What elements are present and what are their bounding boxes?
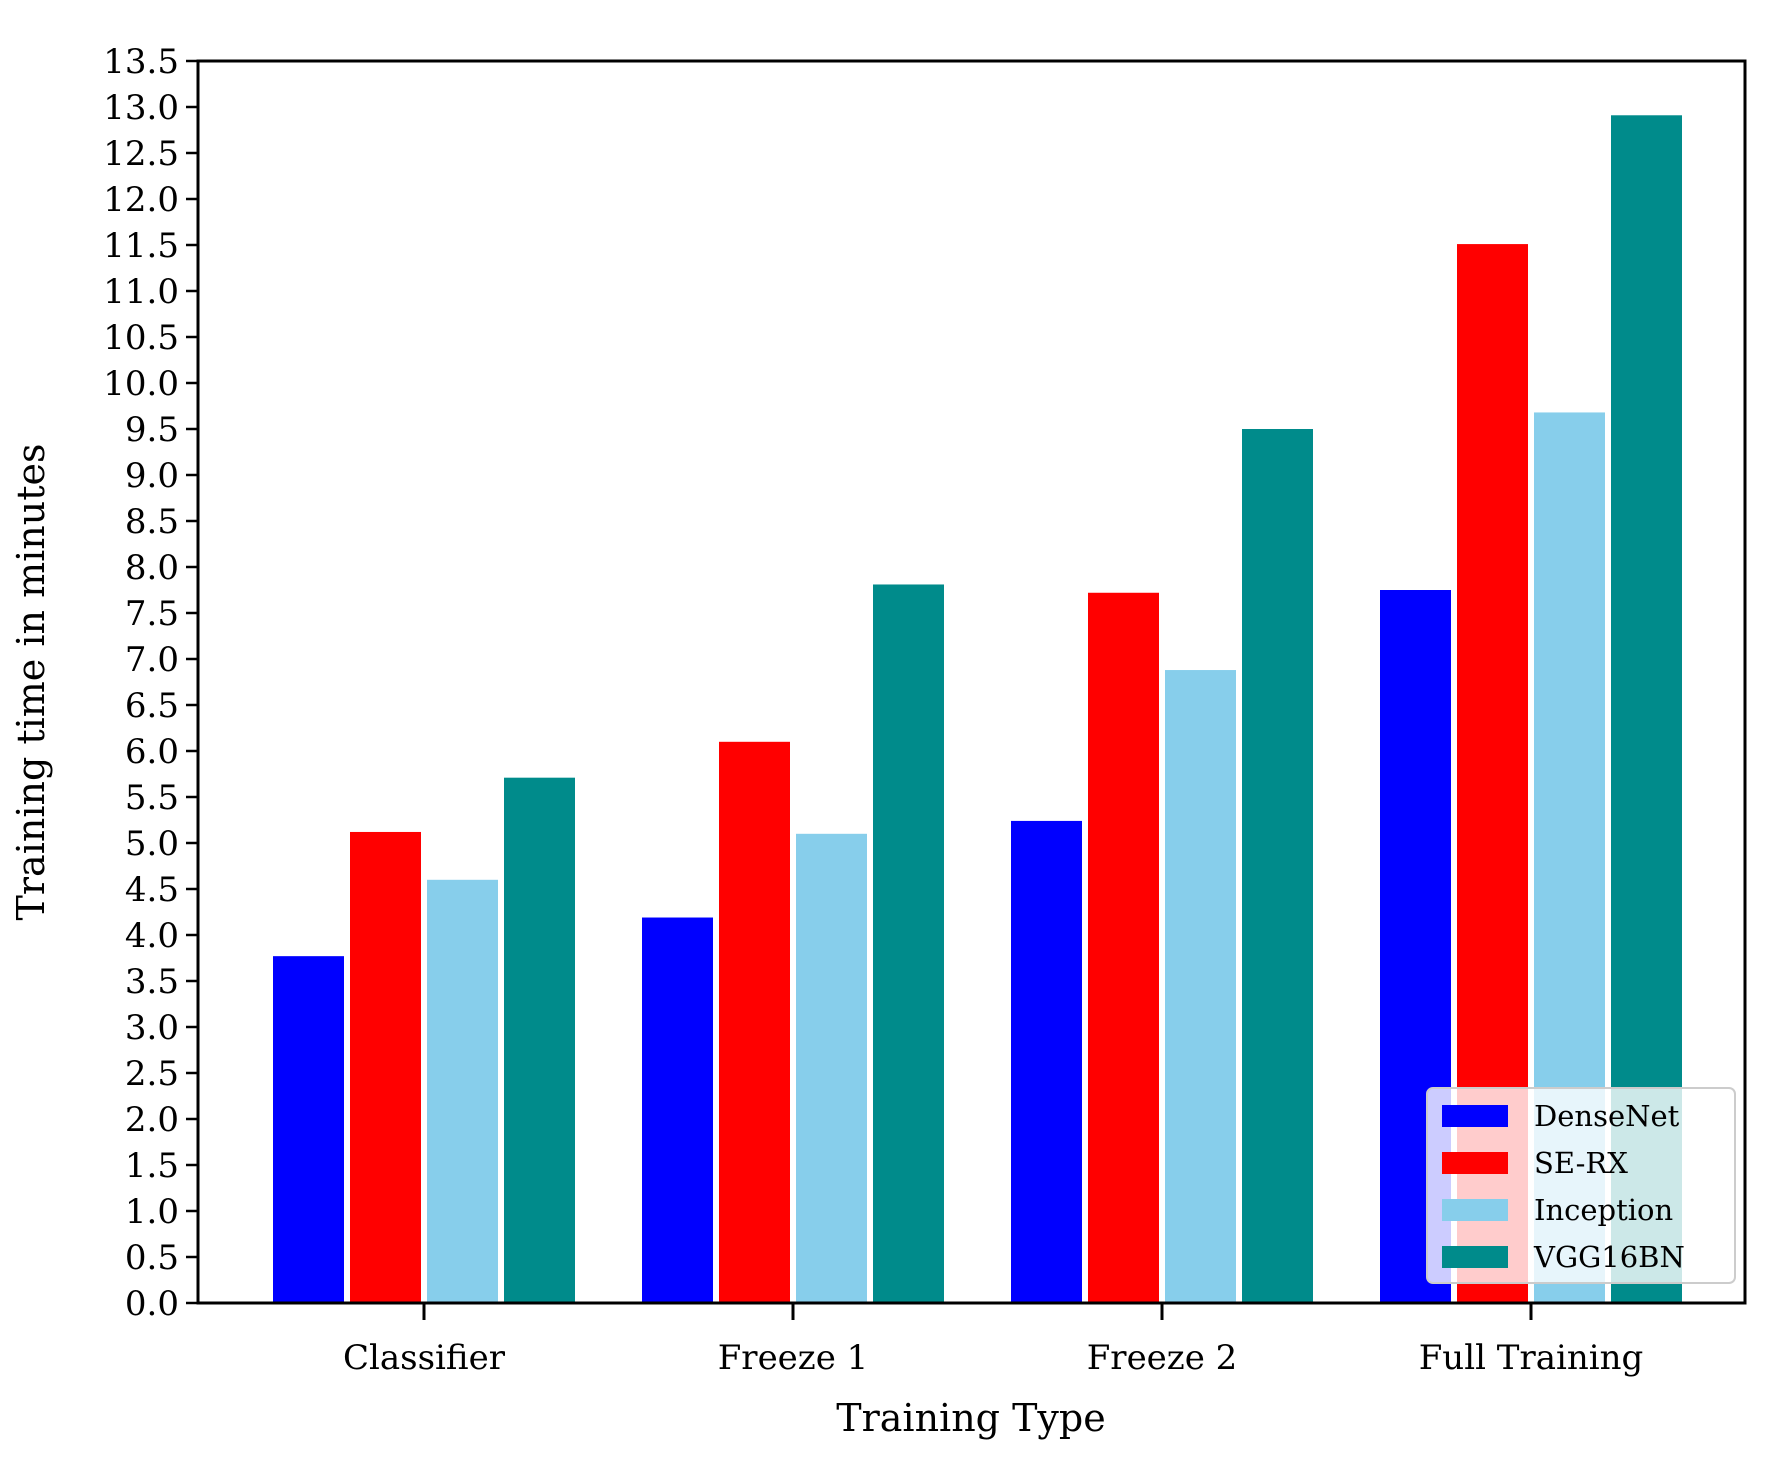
y-tick-label: 11.0	[103, 272, 179, 312]
y-tick-label: 10.0	[103, 364, 179, 404]
legend-label: VGG16BN	[1533, 1240, 1685, 1274]
y-axis-title: Training time in minutes	[9, 444, 53, 921]
plot-frame	[196, 59, 1747, 1305]
bar-freeze-1-vgg16bn	[873, 584, 944, 1303]
y-tick-label: 13.0	[103, 88, 179, 128]
y-tick-label: 9.0	[125, 456, 179, 496]
y-tick-label: 10.5	[103, 318, 179, 358]
y-tick-label: 12.0	[103, 180, 179, 220]
y-tick-label: 13.5	[103, 42, 179, 82]
bar-freeze-2-densenet	[1011, 820, 1082, 1303]
y-tick-label: 0.5	[125, 1238, 179, 1278]
legend: DenseNet SE-RX Inception VGG16BN	[1426, 1087, 1736, 1284]
y-tick-label: 1.0	[125, 1192, 179, 1232]
bar-freeze-2-se-rx	[1088, 592, 1159, 1303]
legend-swatch	[1442, 1199, 1508, 1221]
legend-label: SE-RX	[1534, 1146, 1628, 1180]
y-tick-label: 0.0	[125, 1284, 179, 1324]
y-tick-label: 8.5	[125, 502, 179, 542]
legend-swatch	[1442, 1105, 1508, 1127]
bar-freeze-1-densenet	[642, 917, 713, 1303]
y-tick-label: 6.0	[125, 732, 179, 772]
bar-freeze-1-se-rx	[719, 741, 790, 1303]
x-axis: Classifier Freeze 1 Freeze 2 Full Training	[343, 1303, 1643, 1378]
y-axis: 0.0 0.5 1.0 1.5 2.0 2.5 3.0 3.5 4.0 4.5 5.0 5.5 6.0 6…	[103, 42, 198, 1324]
bar-freeze-1-inception	[796, 833, 867, 1303]
y-tick-label: 5.5	[125, 778, 179, 818]
legend-swatch	[1442, 1246, 1508, 1268]
y-tick-label: 6.5	[125, 686, 179, 726]
legend-label: DenseNet	[1534, 1099, 1680, 1133]
y-tick-label: 8.0	[125, 548, 179, 588]
legend-label: Inception	[1534, 1193, 1673, 1227]
bar-classifier-densenet	[273, 956, 344, 1303]
x-tick-label: Freeze 1	[718, 1338, 869, 1378]
y-tick-label: 4.5	[125, 870, 179, 910]
y-tick-label: 12.5	[103, 134, 179, 174]
x-tick-label: Freeze 2	[1087, 1338, 1238, 1378]
legend-swatch	[1442, 1152, 1508, 1174]
y-tick-label: 7.5	[125, 594, 179, 634]
bar-classifier-vgg16bn	[504, 777, 575, 1303]
y-tick-label: 3.0	[125, 1008, 179, 1048]
bar-classifier-se-rx	[350, 831, 421, 1303]
y-tick-label: 2.5	[125, 1054, 179, 1094]
y-tick-label: 9.5	[125, 410, 179, 450]
y-tick-label: 3.5	[125, 962, 179, 1002]
x-axis-title: Training Type	[836, 1396, 1105, 1440]
y-tick-label: 5.0	[125, 824, 179, 864]
bar-freeze-2-inception	[1165, 670, 1236, 1303]
x-tick-label: Classifier	[343, 1338, 506, 1378]
y-tick-label: 7.0	[125, 640, 179, 680]
bar-classifier-inception	[427, 879, 498, 1303]
x-tick-label: Full Training	[1419, 1338, 1644, 1378]
y-tick-label: 4.0	[125, 916, 179, 956]
y-tick-label: 1.5	[125, 1146, 179, 1186]
y-tick-label: 2.0	[125, 1100, 179, 1140]
bar-freeze-2-vgg16bn	[1242, 429, 1313, 1303]
y-tick-label: 11.5	[103, 226, 179, 266]
legend-box	[1426, 1087, 1736, 1284]
